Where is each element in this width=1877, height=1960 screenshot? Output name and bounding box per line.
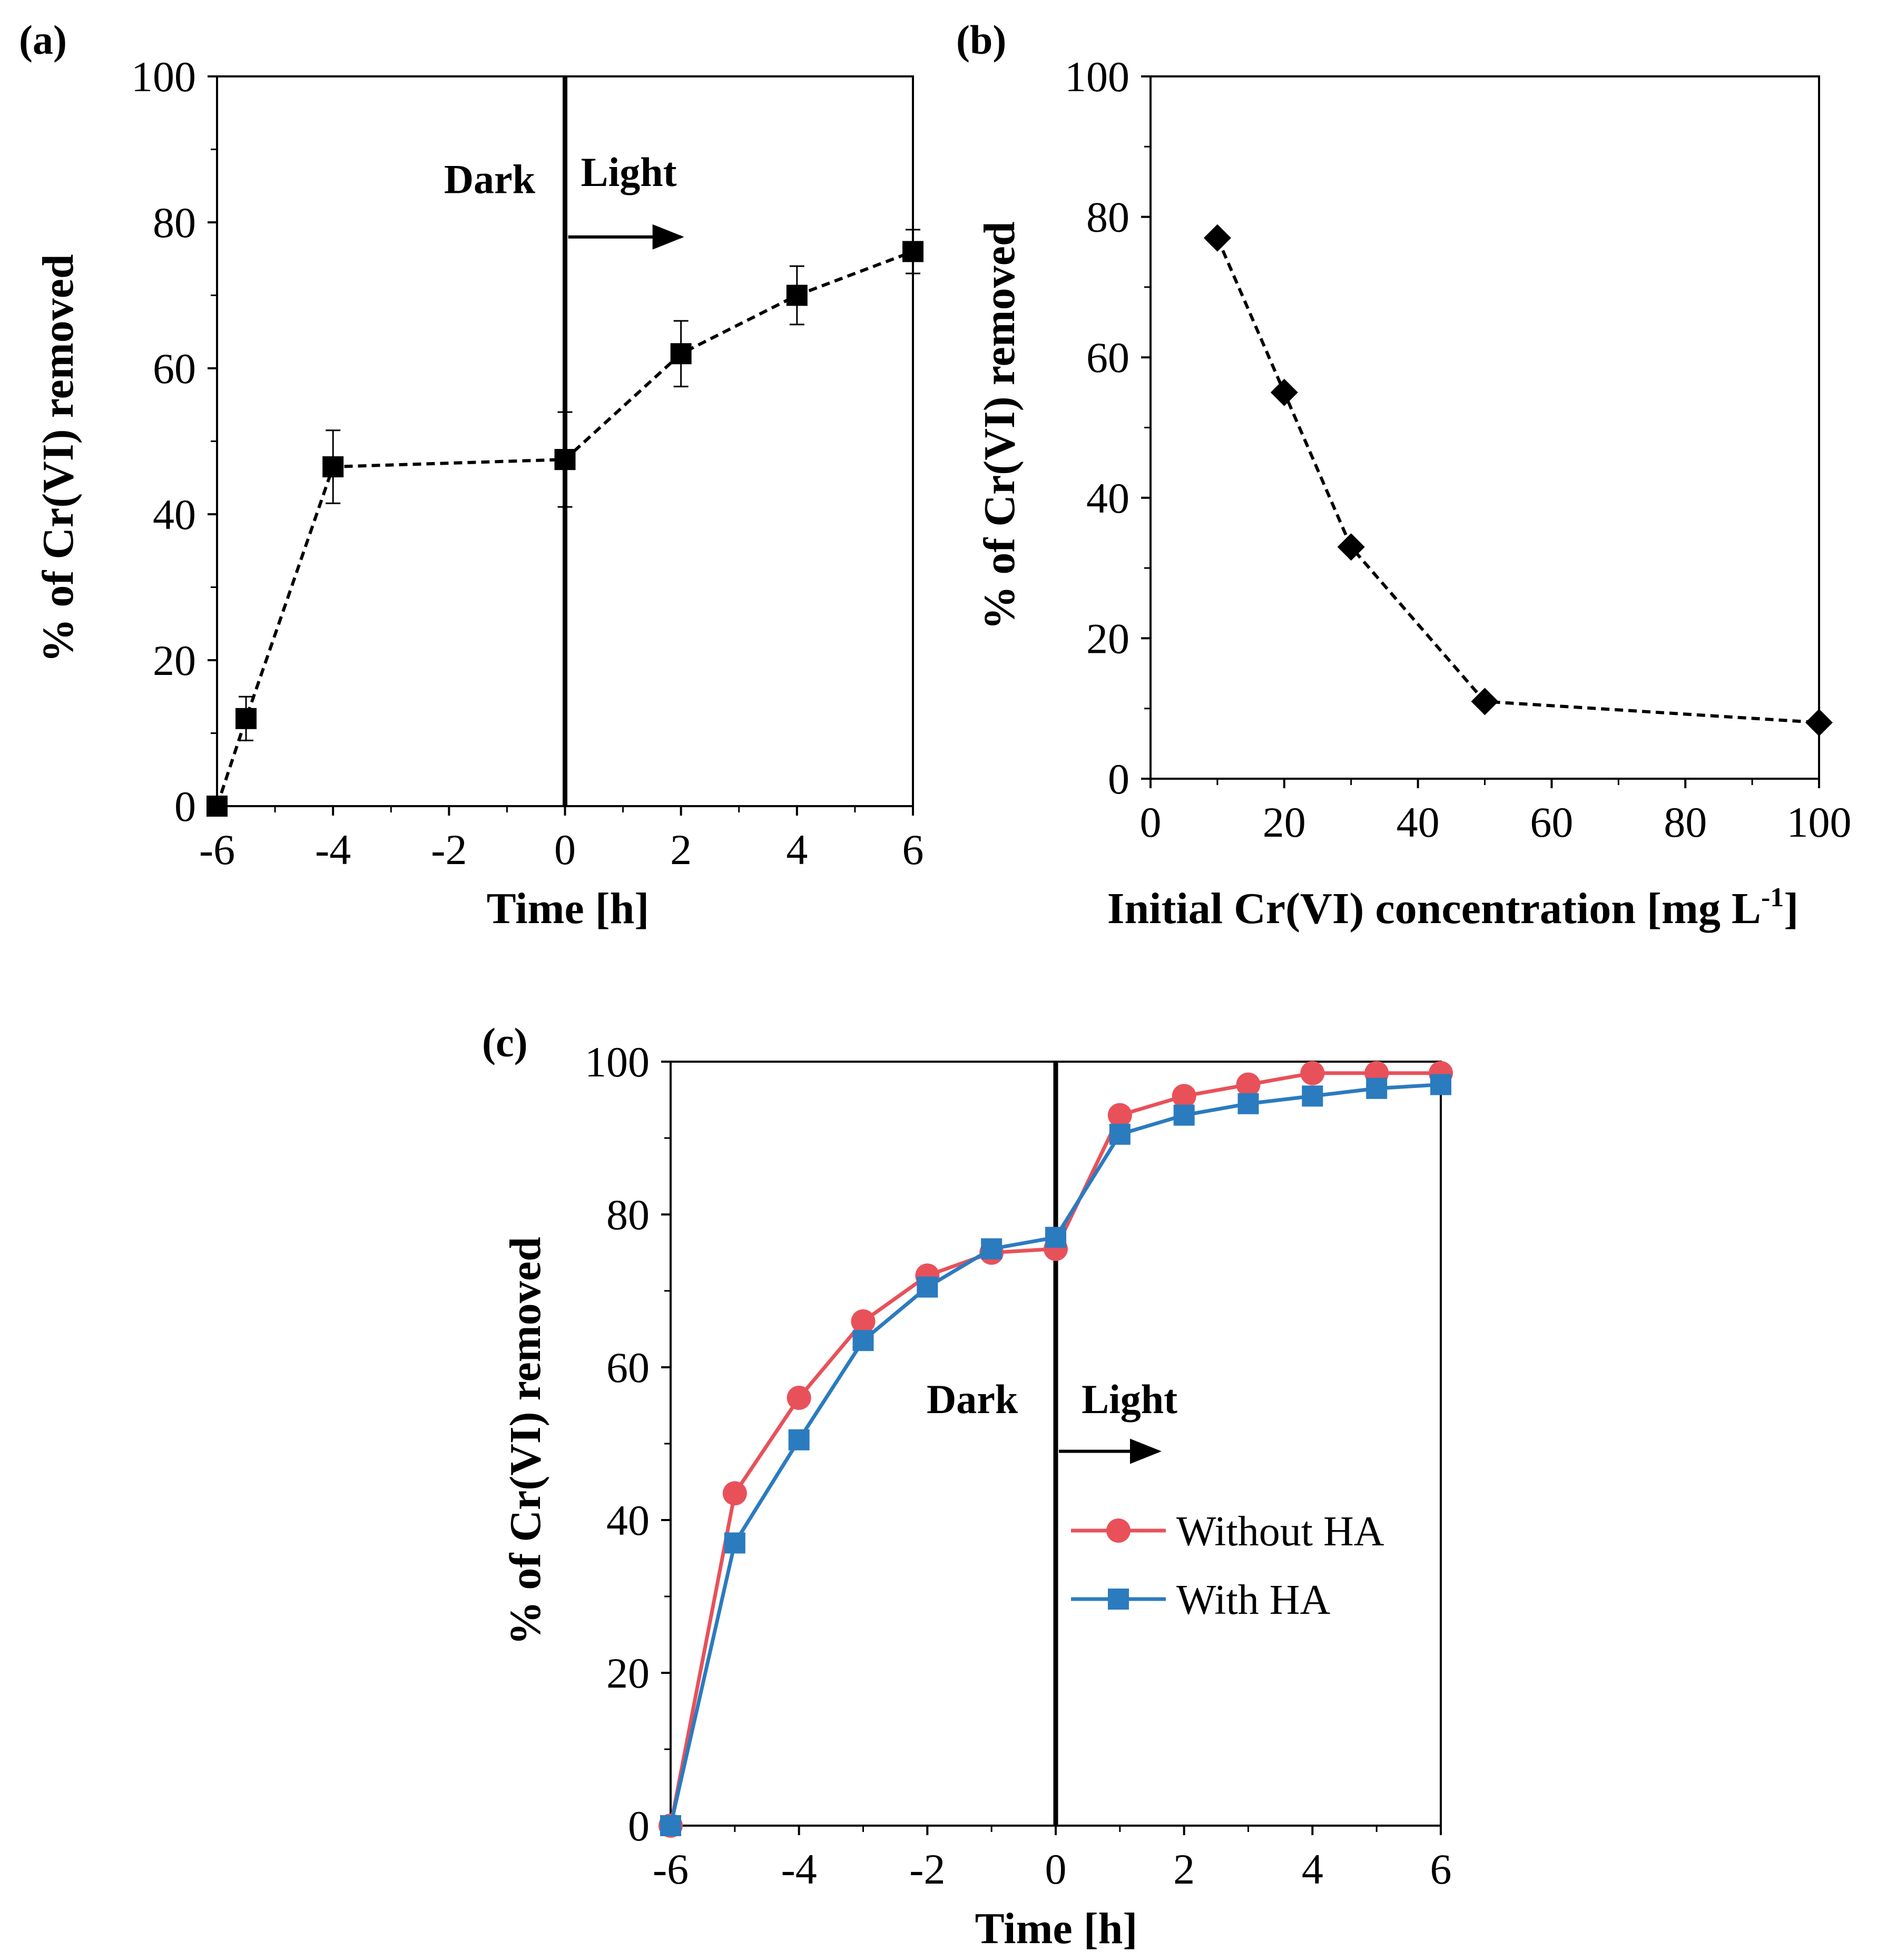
x-axis-title-b-main: Initial Cr(VI) concentration [mg L [1107,884,1761,933]
data-point-a-0 [786,285,808,306]
y-tick-label-a: 40 [153,491,196,538]
data-point-c-1 [1430,1074,1451,1095]
data-point-c-0 [1300,1061,1325,1085]
plot-area-c: 0 20 40 60 80 100 -6 -4 -2 0 2 4 6 Dark Light Without H… [585,1038,1453,1893]
chart-panel-a: (a) 0 20 40 60 80 100 -6 -4 -2 0 2 4 6 Dark Light Time… [19,17,924,933]
data-point-c-1 [1302,1085,1323,1107]
x-axis-title-a: Time [h] [487,884,650,933]
x-tick-label-a: 2 [670,826,692,874]
data-point-c-1 [981,1238,1003,1260]
data-point-c-1 [1109,1123,1131,1145]
x-tick-label-a: -2 [431,826,467,874]
x-tick-label-c: 2 [1173,1845,1195,1893]
y-tick-label-a: 80 [153,199,196,247]
y-tick-label-c: 40 [606,1496,650,1544]
y-tick-label-b: 60 [1086,334,1129,381]
y-tick-label-c: 0 [628,1802,650,1850]
y-tick-label-b: 0 [1108,755,1129,803]
x-tick-label-a: -6 [199,826,235,874]
data-point-b-0 [1471,688,1499,716]
data-point-a-0 [322,456,344,477]
y-tick-label-b: 80 [1086,193,1129,241]
x-tick-label-a: 0 [554,826,576,874]
x-tick-label-c: 0 [1045,1845,1067,1893]
y-tick-label-b: 40 [1086,474,1129,522]
data-point-c-1 [724,1532,745,1554]
x-tick-label-c: -2 [909,1845,945,1893]
series-line-b-0 [1216,237,1820,724]
x-tick-label-b: 100 [1787,798,1852,846]
x-tick-label-b: 20 [1263,798,1306,846]
chart-panel-c: (c) 0 20 40 60 80 100 -6 -4 -2 0 2 4 6 Dark Light Witho… [482,1020,1453,1953]
data-point-c-1 [1045,1227,1066,1248]
data-point-c-1 [1173,1104,1195,1126]
x-tick-label-b: 0 [1140,798,1162,846]
y-tick-label-c: 60 [606,1344,650,1391]
panel-label-c: (c) [482,1020,528,1065]
x-tick-label-c: -4 [781,1845,817,1893]
y-tick-label-a: 100 [131,53,196,101]
y-axis-title-a: % of Cr(VI) removed [34,254,83,662]
legend-swatch-marker-0 [1106,1518,1131,1543]
y-tick-label-c: 80 [606,1191,650,1239]
plot-area-a: 0 20 40 60 80 100 -6 -4 -2 0 2 4 6 Dark Light [131,53,924,874]
panel-label-b: (b) [956,17,1006,63]
legend-label-1: With HA [1176,1577,1331,1623]
y-tick-label-b: 100 [1065,53,1129,101]
x-tick-label-c: 4 [1302,1845,1323,1893]
legend-label-0: Without HA [1176,1508,1384,1555]
y-tick-label-c: 100 [585,1038,650,1086]
data-point-c-0 [851,1309,876,1334]
data-point-a-0 [207,796,228,817]
y-axis-title-c: % of Cr(VI) removed [501,1237,550,1645]
data-point-b-0 [1270,378,1298,406]
x-tick-label-a: -4 [315,826,351,874]
data-point-c-0 [787,1386,811,1410]
data-point-c-1 [917,1276,938,1298]
x-axis-title-b: Initial Cr(VI) concentration [mg L-1] [1107,883,1799,933]
chart-panel-b: (b) 0 20 40 60 80 100 0 20 40 60 80 100 Initial Cr(… [956,17,1852,933]
data-point-c-0 [1236,1072,1261,1097]
x-tick-label-a: 6 [902,826,924,874]
y-tick-label-a: 60 [153,345,196,393]
data-point-b-0 [1337,533,1365,561]
legend-swatch-marker-1 [1108,1589,1129,1610]
data-point-a-0 [670,343,692,365]
y-tick-label-a: 20 [153,636,196,684]
annotation-light-c: Light [1082,1376,1177,1422]
annotation-dark-a: Dark [444,156,536,202]
x-tick-label-b: 60 [1530,798,1573,846]
x-tick-label-c: 6 [1430,1845,1452,1893]
x-tick-label-b: 40 [1397,798,1440,846]
data-point-c-1 [788,1429,810,1451]
data-point-c-1 [1237,1093,1259,1114]
x-tick-label-a: 4 [786,826,808,874]
y-axis-title-b: % of Cr(VI) removed [975,221,1024,630]
x-tick-label-b: 80 [1664,798,1707,846]
data-point-a-0 [554,449,576,471]
y-tick-label-a: 0 [174,782,196,830]
data-point-a-0 [235,708,257,729]
x-tick-label-c: -6 [653,1845,689,1893]
annotation-light-a: Light [581,149,677,195]
y-tick-label-c: 20 [606,1649,650,1697]
plot-frame-b [1149,75,1820,780]
annotation-dark-c: Dark [927,1376,1018,1422]
data-point-b-0 [1203,224,1231,252]
data-point-a-0 [902,241,923,262]
x-axis-title-b-superscript: -1 [1761,883,1784,913]
data-point-c-0 [1172,1084,1196,1109]
x-axis-title-b-end: ] [1784,884,1799,933]
data-point-c-0 [722,1481,747,1506]
data-point-c-1 [852,1330,874,1351]
data-point-c-1 [1366,1077,1388,1099]
data-point-c-1 [660,1815,681,1836]
y-tick-label-b: 20 [1086,614,1129,662]
data-point-b-0 [1805,709,1833,737]
plot-area-b: 0 20 40 60 80 100 0 20 40 60 80 100 [1065,53,1852,846]
data-point-c-0 [1107,1103,1132,1128]
panel-label-a: (a) [19,17,67,63]
x-axis-title-c: Time [h] [975,1904,1138,1953]
